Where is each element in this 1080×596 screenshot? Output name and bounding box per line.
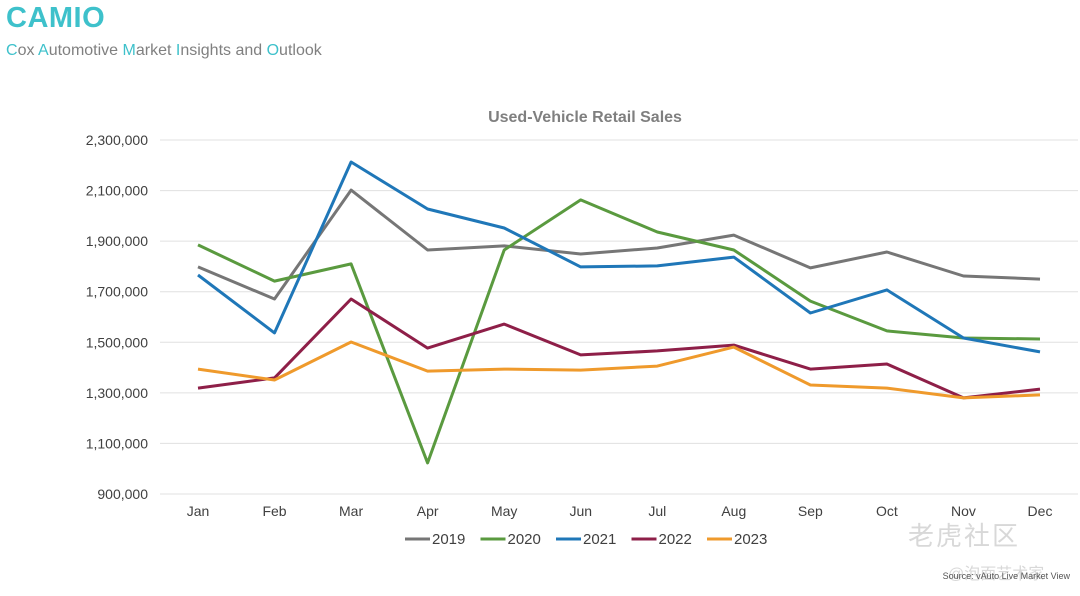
x-tick-label: Feb bbox=[262, 503, 286, 519]
legend-item-2020: 2020 bbox=[480, 531, 541, 548]
legend-label: 2019 bbox=[432, 531, 465, 548]
tagline-initial: O bbox=[266, 42, 280, 59]
chart-title: Used-Vehicle Retail Sales bbox=[488, 109, 682, 126]
tagline-text: nsights and bbox=[180, 42, 267, 59]
tagline-text: utomotive bbox=[48, 42, 123, 59]
x-tick-label: Apr bbox=[417, 503, 439, 519]
tagline-text: utlook bbox=[279, 42, 322, 59]
x-tick-label: Aug bbox=[721, 503, 746, 519]
x-tick-label: Jun bbox=[569, 503, 592, 519]
x-tick-label: Jul bbox=[648, 503, 666, 519]
legend: 2019 2020 2021 2022 2023 bbox=[405, 531, 767, 548]
series-line-2021 bbox=[197, 160, 1041, 354]
x-tick-label: Oct bbox=[876, 503, 898, 519]
legend-item-2021: 2021 bbox=[556, 531, 616, 548]
x-tick-label: Dec bbox=[1028, 503, 1053, 519]
y-tick-label: 900,000 bbox=[97, 486, 148, 502]
series-line-2019 bbox=[197, 188, 1041, 301]
brand-tagline: Cox Automotive Market Insights and Outlo… bbox=[6, 42, 322, 60]
y-tick-label: 1,300,000 bbox=[86, 385, 148, 401]
tagline-initial: I bbox=[175, 42, 181, 59]
y-tick-label: 1,700,000 bbox=[86, 284, 148, 300]
x-axis-ticks: Jan Feb Mar Apr May Jun Jul Aug Sep Oct Nov Dec bbox=[187, 503, 1053, 519]
series-line-2020 bbox=[197, 198, 1041, 465]
x-tick-label: May bbox=[491, 503, 517, 519]
y-tick-label: 1,500,000 bbox=[86, 334, 148, 350]
y-tick-label: 2,300,000 bbox=[86, 132, 148, 148]
legend-label: 2020 bbox=[508, 531, 541, 548]
x-tick-label: Sep bbox=[798, 503, 823, 519]
legend-item-2019: 2019 bbox=[405, 531, 465, 548]
series-lines bbox=[197, 160, 1041, 465]
y-tick-label: 1,100,000 bbox=[86, 435, 148, 451]
tagline-initial: A bbox=[38, 42, 49, 59]
legend-item-2022: 2022 bbox=[631, 531, 692, 548]
x-tick-label: Jan bbox=[187, 503, 210, 519]
x-tick-label: Nov bbox=[951, 503, 976, 519]
y-tick-label: 2,100,000 bbox=[86, 183, 148, 199]
watermark-logo: 老虎社区 bbox=[908, 521, 1021, 551]
legend-label: 2022 bbox=[659, 531, 692, 548]
gridlines bbox=[160, 139, 1078, 495]
y-axis-ticks: 900,000 1,100,000 1,300,000 1,500,000 1,700,… bbox=[86, 132, 149, 502]
tagline-initial: M bbox=[122, 42, 136, 59]
legend-label: 2021 bbox=[583, 531, 616, 548]
tagline-text: ox bbox=[17, 42, 39, 59]
watermark-handle: @泡面艺术家 bbox=[948, 566, 1045, 583]
legend-item-2023: 2023 bbox=[707, 531, 767, 548]
x-tick-label: Mar bbox=[339, 503, 363, 519]
series-line-2022 bbox=[197, 297, 1041, 400]
tagline-initial: C bbox=[6, 42, 18, 59]
tagline-text: arket bbox=[135, 42, 176, 59]
brand-logo: CAMIO bbox=[6, 2, 106, 34]
y-tick-label: 1,900,000 bbox=[86, 233, 148, 249]
source-note: Source: vAuto Live Market View bbox=[942, 571, 1070, 581]
legend-label: 2023 bbox=[734, 531, 767, 548]
series-line-2023 bbox=[197, 340, 1041, 400]
